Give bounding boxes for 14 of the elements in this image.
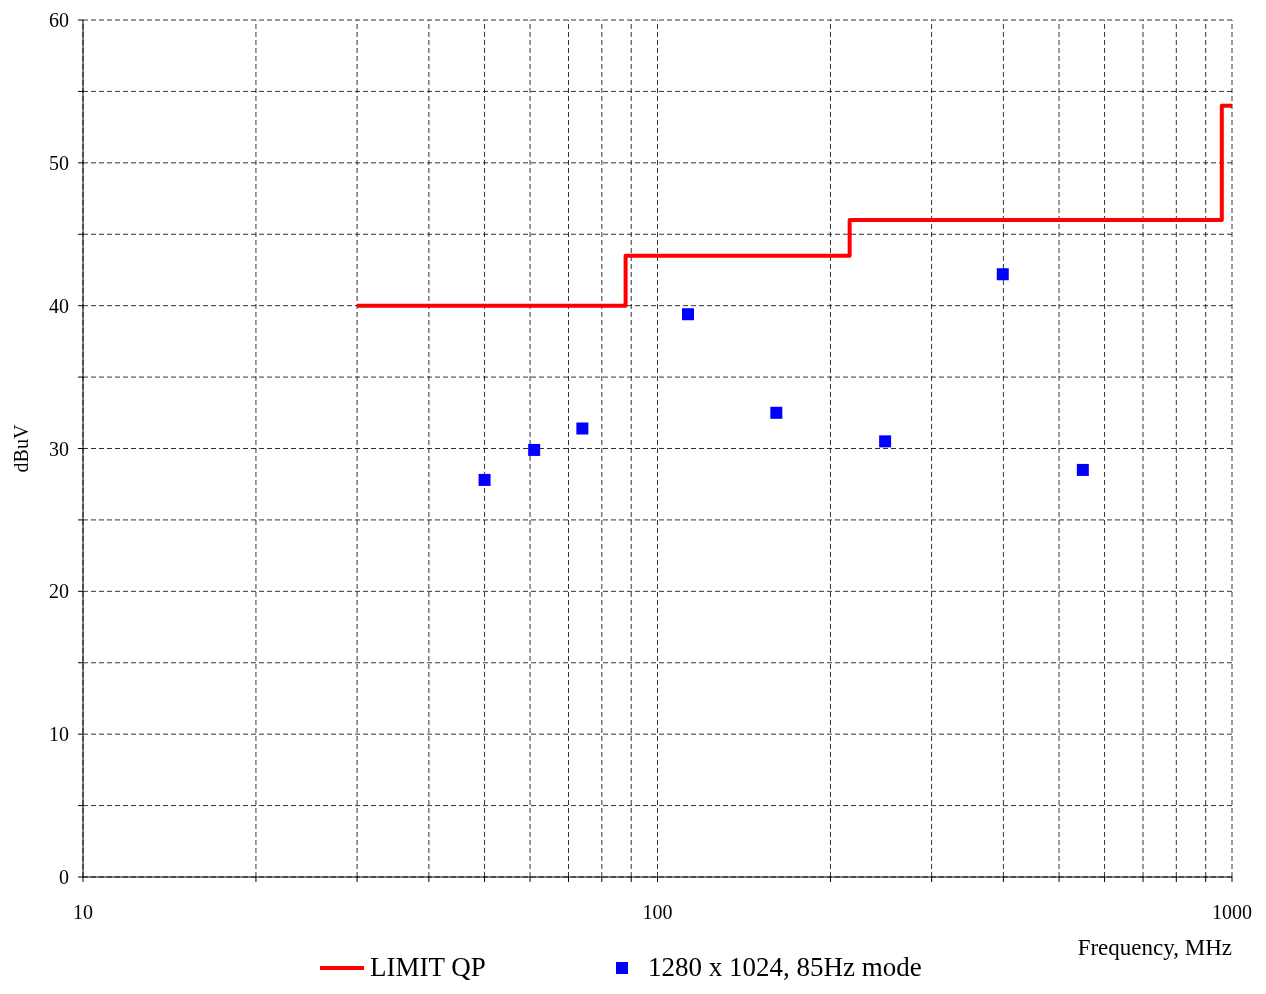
x-axis-title: Frequency, MHz <box>1077 935 1232 960</box>
legend-label: LIMIT QP <box>370 952 486 982</box>
y-tick-label: 60 <box>49 9 69 31</box>
y-tick-label: 40 <box>49 294 69 317</box>
y-tick-label: 30 <box>49 437 69 460</box>
x-tick-label: 100 <box>642 901 673 923</box>
legend-label: 1280 x 1024, 85Hz mode <box>648 952 922 982</box>
y-tick-label: 20 <box>49 580 69 603</box>
y-tick-label: 0 <box>59 866 69 888</box>
y-axis-title: dBuV <box>10 424 32 473</box>
x-tick-label: 1000 <box>1212 901 1252 923</box>
x-tick-label: 10 <box>73 901 93 923</box>
y-tick-label: 10 <box>49 723 69 746</box>
y-tick-label: 50 <box>49 151 69 174</box>
